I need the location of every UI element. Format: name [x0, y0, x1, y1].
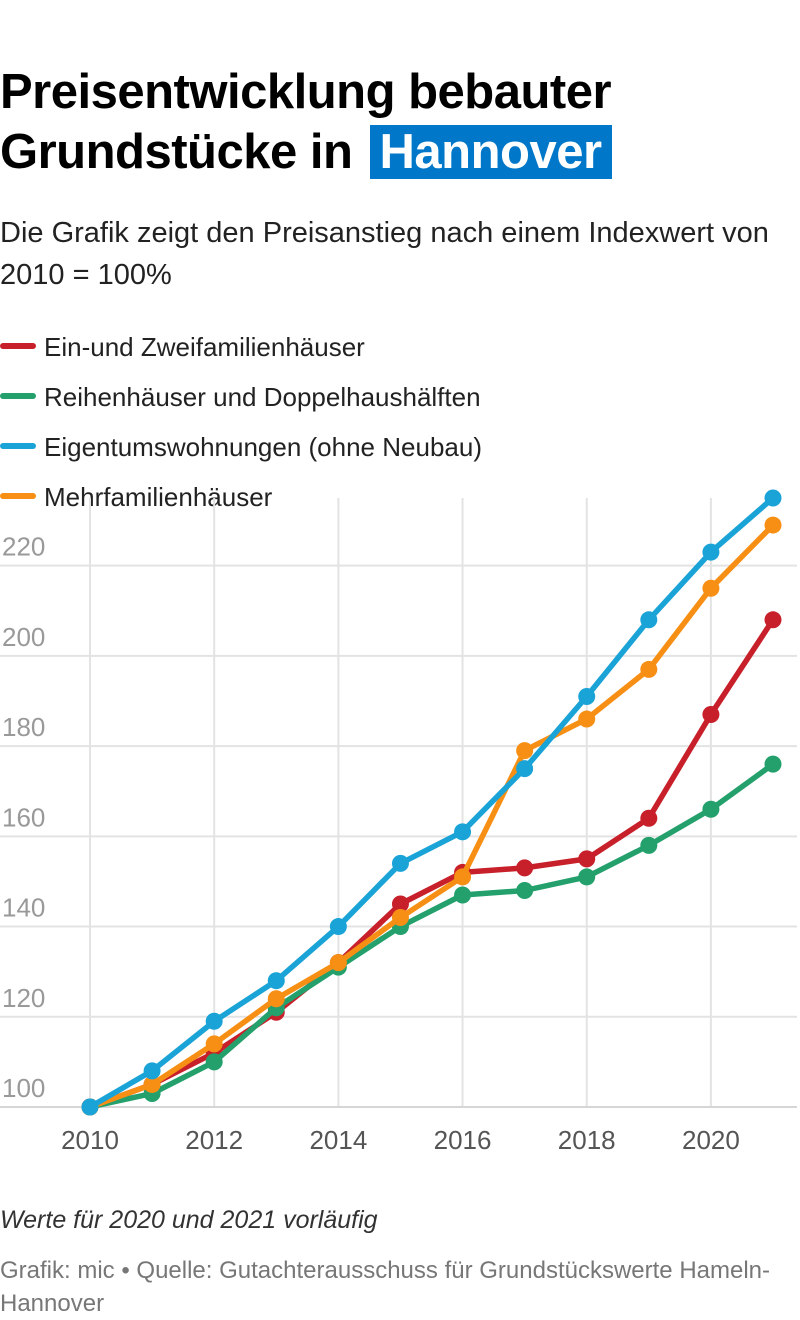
series-3-point-2012 — [205, 1012, 223, 1030]
x-tick-label-2020: 2020 — [682, 1125, 740, 1155]
y-tick-label-100: 100 — [2, 1073, 45, 1103]
y-tick-label-120: 120 — [2, 983, 45, 1013]
series-2-point-2019 — [640, 836, 658, 854]
series-3-point-2011 — [143, 1062, 161, 1080]
legend-label-1: Ein-und Zweifamilienhäuser — [44, 332, 365, 362]
series-line-4 — [87, 522, 776, 1110]
chart-subtitle: Die Grafik zeigt den Preisanstieg nach e… — [0, 217, 769, 291]
x-tick-label-2012: 2012 — [185, 1125, 243, 1155]
series-2-point-2021 — [764, 755, 782, 773]
title-line-1: Preisentwicklung bebauter — [0, 65, 612, 119]
series-3-point-2013 — [267, 972, 285, 990]
series-4-point-2014 — [329, 954, 347, 972]
x-tick-label-2018: 2018 — [558, 1125, 616, 1155]
series-line-2 — [87, 761, 776, 1110]
series-3-point-2015 — [391, 854, 409, 872]
legend-label-3: Eigentumswohnungen (ohne Neubau) — [44, 432, 482, 462]
y-tick-label-180: 180 — [2, 712, 45, 742]
series-2-point-2017 — [516, 881, 534, 899]
series-1-point-2017 — [516, 859, 534, 877]
series-4-point-2017 — [516, 742, 534, 760]
series-4-point-2016 — [454, 868, 472, 886]
series-1-point-2021 — [764, 611, 782, 629]
series-1-point-2019 — [640, 809, 658, 827]
series-1-point-2020 — [702, 706, 720, 724]
series-2-point-2018 — [578, 868, 596, 886]
chart-note: Werte für 2020 und 2021 vorläufig — [0, 1206, 378, 1234]
legend-label-4: Mehrfamilienhäuser — [44, 482, 273, 512]
chart-title: Preisentwicklung bebauter Grundstücke in … — [0, 62, 800, 182]
series-3-point-2014 — [329, 918, 347, 936]
series-4-point-2011 — [143, 1075, 161, 1093]
title-highlight-city: Hannover — [369, 125, 612, 179]
x-tick-label-2010: 2010 — [61, 1125, 119, 1155]
chart-legend: Ein-und Zweifamilienhäuser Reihenhäuser u… — [0, 322, 790, 522]
series-4-point-2018 — [578, 710, 596, 728]
series-line-3 — [87, 495, 776, 1110]
legend-item-3: Eigentumswohnungen (ohne Neubau) — [0, 422, 482, 472]
series-2-point-2020 — [702, 800, 720, 818]
series-3-point-2016 — [454, 823, 472, 841]
series-3-point-2010 — [81, 1098, 99, 1116]
legend-swatch-3 — [0, 443, 36, 450]
series-2-point-2016 — [454, 886, 472, 904]
series-4-point-2013 — [267, 990, 285, 1008]
series-line-1 — [87, 617, 776, 1110]
line-chart: 100 120 140 160 180 200 220 2010 2012 2014 2016 201… — [0, 489, 797, 1155]
legend-item-1: Ein-und Zweifamilienhäuser — [0, 322, 365, 372]
chart-source: Grafik: mic • Quelle: Gutachterausschuss… — [0, 1257, 771, 1317]
legend-swatch-4 — [0, 493, 36, 500]
series-4-point-2020 — [702, 579, 720, 597]
y-tick-label-200: 200 — [2, 622, 45, 652]
legend-swatch-2 — [0, 393, 36, 400]
series-3-point-2019 — [640, 611, 658, 629]
series-4-point-2012 — [205, 1035, 223, 1053]
series-3-point-2017 — [516, 760, 534, 778]
legend-label-2: Reihenhäuser und Doppelhaushälften — [44, 382, 481, 412]
y-tick-label-160: 160 — [2, 802, 45, 832]
x-tick-label-2014: 2014 — [309, 1125, 367, 1155]
x-tick-label-2016: 2016 — [434, 1125, 492, 1155]
series-1-point-2018 — [578, 850, 596, 868]
series-3-point-2020 — [702, 543, 720, 561]
series-4-point-2019 — [640, 660, 658, 678]
y-tick-label-220: 220 — [2, 532, 45, 562]
series-1-point-2015 — [391, 895, 409, 913]
legend-item-4: Mehrfamilienhäuser — [0, 472, 272, 522]
y-tick-label-140: 140 — [2, 893, 45, 923]
title-line-2: Grundstücke in — [0, 125, 353, 179]
series-3-point-2018 — [578, 687, 596, 705]
series-2-point-2012 — [205, 1053, 223, 1071]
series-4-point-2021 — [764, 516, 782, 534]
series-3-point-2021 — [764, 489, 782, 507]
legend-item-2: Reihenhäuser und Doppelhaushälften — [0, 372, 481, 422]
legend-swatch-1 — [0, 343, 36, 350]
series-4-point-2015 — [391, 909, 409, 927]
